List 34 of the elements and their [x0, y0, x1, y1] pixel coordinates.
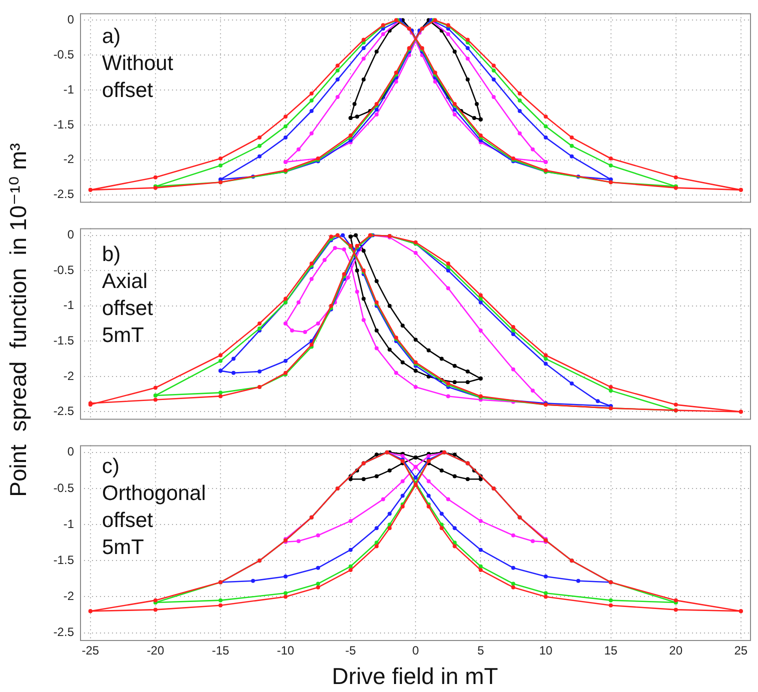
y-tick-label: -0.5: [53, 480, 74, 495]
x-tick-label: 0: [412, 644, 420, 658]
x-tick-label: -25: [82, 644, 100, 658]
x-tick-label: 25: [734, 644, 748, 658]
y-tick-label: -2.5: [53, 625, 74, 640]
x-tick-label: -5: [345, 644, 356, 658]
x-tick-label: 5: [477, 644, 484, 658]
x-axis-title: Drive field in mT: [330, 663, 500, 690]
y-tick-label: -1: [63, 516, 74, 531]
y-tick-label: -1: [63, 298, 74, 312]
y-tick-label: -1.5: [53, 333, 74, 348]
text: a) Without offset: [102, 24, 174, 104]
text: c) Orthogonal offset 5mT: [102, 454, 206, 561]
y-tick-label: -1: [63, 82, 74, 96]
y-tick-label: 0: [67, 12, 74, 26]
text: b) Axial offset 5mT: [102, 242, 153, 349]
y-axis-title: Point spread function in 10⁻¹⁰ m³: [4, 142, 32, 496]
y-tick-label: -1.5: [53, 117, 74, 132]
x-tick-label: -10: [276, 644, 295, 658]
y-tick-label: -2: [63, 152, 74, 166]
x-tick-label: 20: [669, 644, 683, 658]
y-tick-label: 0: [67, 444, 74, 459]
y-tick-label: -2.5: [53, 404, 74, 418]
y-tick-label: 0: [67, 228, 74, 242]
y-tick-label: -2: [63, 368, 74, 383]
y-tick-label: -0.5: [53, 262, 74, 277]
x-tick-label: 10: [539, 644, 553, 658]
y-tick-label: -2: [63, 589, 74, 604]
x-tick-label: 15: [604, 644, 618, 658]
y-tick-label: -2.5: [53, 187, 74, 202]
y-tick-label: -1.5: [53, 552, 74, 567]
x-tick-label: -20: [146, 644, 164, 658]
x-tick-label: -15: [212, 644, 230, 658]
y-tick-label: -0.5: [53, 47, 74, 62]
